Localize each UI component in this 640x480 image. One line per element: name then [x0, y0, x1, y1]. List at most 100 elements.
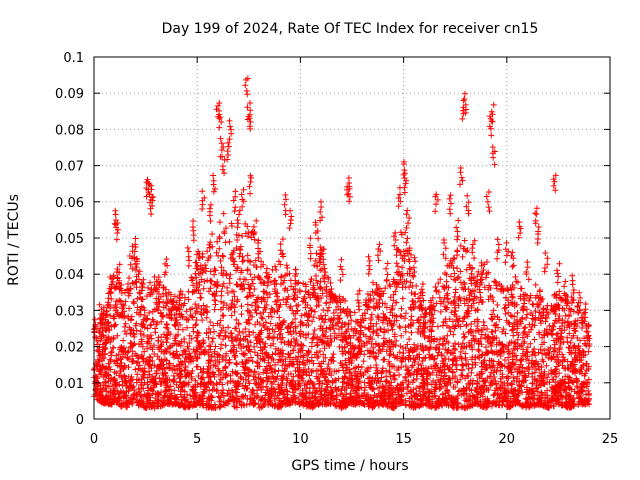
data-point: [283, 381, 290, 388]
data-point: [158, 318, 165, 325]
data-point: [311, 262, 318, 269]
data-point: [534, 388, 541, 395]
data-point: [283, 301, 290, 308]
data-point: [379, 319, 386, 326]
data-point: [145, 385, 152, 392]
data-point: [295, 279, 302, 286]
data-point: [370, 386, 377, 393]
data-point: [313, 349, 320, 356]
data-point: [233, 316, 240, 323]
data-point: [228, 288, 235, 295]
data-point: [131, 300, 138, 307]
data-point: [330, 325, 337, 332]
data-point: [476, 354, 483, 361]
data-point: [379, 368, 386, 375]
data-point: [334, 312, 341, 319]
data-point: [344, 313, 351, 320]
data-point: [269, 266, 276, 273]
data-point: [288, 320, 295, 327]
data-point: [474, 273, 481, 280]
data-point: [279, 372, 286, 379]
data-point: [450, 299, 457, 306]
data-point: [278, 377, 285, 384]
data-point: [507, 369, 514, 376]
data-point: [222, 342, 229, 349]
data-point: [452, 289, 459, 296]
data-point: [522, 356, 529, 363]
data-point: [167, 383, 174, 390]
data-point: [565, 344, 572, 351]
data-point: [204, 248, 211, 255]
data-point: [379, 365, 386, 372]
data-point: [259, 315, 266, 322]
data-point: [495, 324, 502, 331]
data-point: [287, 370, 294, 377]
data-point: [209, 230, 216, 237]
data-point: [390, 291, 397, 298]
data-point: [388, 306, 395, 313]
data-point: [583, 367, 590, 374]
data-point: [289, 307, 296, 314]
data-point: [103, 388, 110, 395]
data-point: [387, 373, 394, 380]
data-point: [396, 349, 403, 356]
data-point: [445, 347, 452, 354]
data-point: [211, 328, 218, 335]
data-point: [206, 387, 213, 394]
data-point: [280, 373, 287, 380]
data-point: [542, 318, 549, 325]
data-point: [123, 388, 130, 395]
data-point: [400, 350, 407, 357]
data-point: [539, 350, 546, 357]
data-point: [520, 330, 527, 337]
data-point: [257, 310, 264, 317]
data-point: [385, 327, 392, 334]
data-point: [393, 260, 400, 267]
data-point: [461, 300, 468, 307]
data-point: [207, 285, 214, 292]
data-point: [481, 322, 488, 329]
data-point: [108, 348, 115, 355]
data-point: [420, 347, 427, 354]
data-point: [383, 367, 390, 374]
data-point: [418, 362, 425, 369]
data-point: [201, 278, 208, 285]
data-point: [452, 346, 459, 353]
data-point: [96, 352, 103, 359]
data-point: [368, 311, 375, 318]
data-point: [210, 335, 217, 342]
data-point: [410, 355, 417, 362]
data-point: [148, 321, 155, 328]
data-point: [276, 314, 283, 321]
data-point: [394, 367, 401, 374]
data-point: [448, 273, 455, 280]
data-point: [556, 288, 563, 295]
data-point: [176, 352, 183, 359]
data-point: [488, 315, 495, 322]
data-point: [574, 334, 581, 341]
data-point: [391, 354, 398, 361]
data-point: [398, 305, 405, 312]
data-point: [218, 327, 225, 334]
data-point: [519, 314, 526, 321]
data-point: [467, 328, 474, 335]
data-point: [433, 372, 440, 379]
data-point: [117, 346, 124, 353]
data-point: [488, 381, 495, 388]
data-point: [207, 329, 214, 336]
data-point: [171, 340, 178, 347]
data-point: [509, 294, 516, 301]
data-point: [463, 266, 470, 273]
data-point: [482, 274, 489, 281]
data-point: [437, 308, 444, 315]
data-point: [188, 335, 195, 342]
data-point: [396, 371, 403, 378]
data-point: [236, 253, 243, 260]
data-point: [263, 383, 270, 390]
data-point: [543, 326, 550, 333]
data-point: [463, 343, 470, 350]
data-point: [480, 319, 487, 326]
data-point: [225, 306, 232, 313]
data-point: [324, 383, 331, 390]
data-point: [361, 379, 368, 386]
